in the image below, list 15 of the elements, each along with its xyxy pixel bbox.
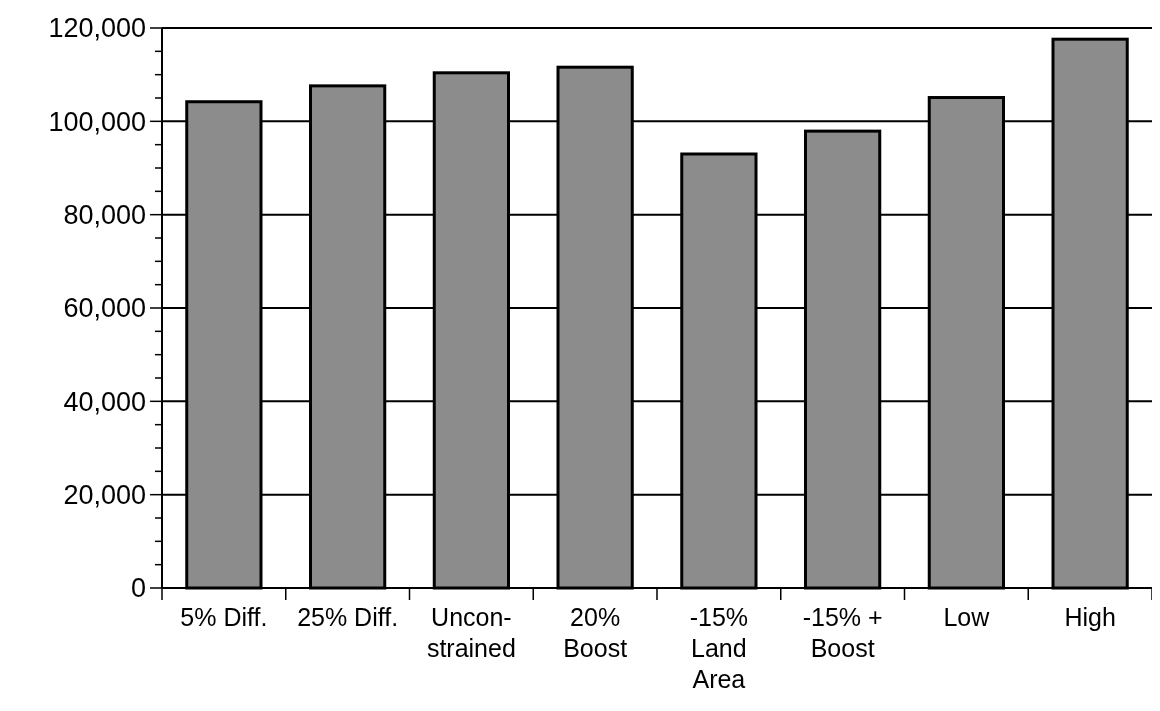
- y-tick-label: 120,000: [48, 13, 146, 44]
- x-tick-label: 20% Boost: [563, 603, 628, 662]
- x-tick-label: Low: [943, 603, 991, 631]
- x-tick-label: Uncon- strained: [426, 603, 516, 662]
- x-tick-label: -15% + Boost: [802, 603, 883, 662]
- y-tick-label: 20,000: [63, 480, 146, 511]
- y-tick-label: 60,000: [63, 293, 146, 324]
- y-tick-label: 0: [130, 573, 146, 604]
- y-tick-label: 40,000: [63, 386, 146, 417]
- x-tick-label: 25% Diff.: [297, 603, 399, 631]
- x-tick-label: High: [1064, 603, 1116, 631]
- y-tick-label: 80,000: [63, 200, 146, 231]
- y-tick-label: 100,000: [48, 106, 146, 137]
- x-tick-label: -15% Land Area: [689, 603, 749, 693]
- x-tick-label: 5% Diff.: [180, 603, 268, 631]
